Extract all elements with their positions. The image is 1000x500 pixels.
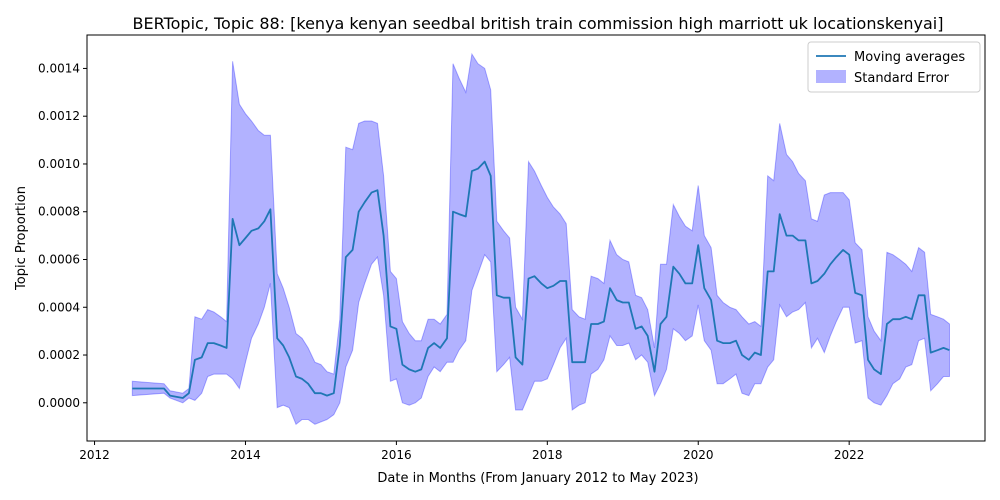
moving-averages-line	[132, 160, 950, 399]
chart-title: BERTopic, Topic 88: [kenya kenyan seedba…	[133, 14, 944, 33]
y-tick-label: 0.0000	[38, 396, 80, 410]
plot-area	[131, 52, 950, 426]
legend: Moving averages Standard Error	[807, 41, 981, 93]
y-tick-label: 0.0012	[38, 109, 80, 123]
y-tick-label: 0.0010	[38, 157, 80, 171]
x-tick-label: 2014	[230, 448, 261, 462]
plot-frame	[86, 34, 986, 442]
x-tick-label: 2022	[834, 448, 865, 462]
x-axis: 2012 2014 2016 2018 2020 2022	[79, 441, 864, 462]
y-tick-label: 0.0004	[38, 300, 80, 314]
y-tick-label: 0.0014	[38, 61, 80, 75]
x-tick-label: 2016	[381, 448, 412, 462]
legend-fill-swatch	[816, 70, 846, 83]
y-tick-label: 0.0008	[38, 205, 80, 219]
y-axis-label: Topic Proportion	[14, 186, 29, 291]
y-tick-label: 0.0002	[38, 348, 80, 362]
x-tick-label: 2012	[79, 448, 110, 462]
y-tick-label: 0.0006	[38, 252, 80, 266]
x-tick-label: 2018	[532, 448, 563, 462]
standard-error-band	[131, 52, 950, 426]
y-axis: 0.0000 0.0002 0.0004 0.0006 0.0008 0.0010 0.00…	[38, 61, 87, 410]
legend-label-standard-error: Standard Error	[854, 71, 950, 86]
x-tick-label: 2020	[683, 448, 714, 462]
legend-box	[807, 41, 981, 93]
x-axis-label: Date in Months (From January 2012 to May…	[377, 471, 698, 486]
legend-label-moving-averages: Moving averages	[854, 50, 965, 65]
